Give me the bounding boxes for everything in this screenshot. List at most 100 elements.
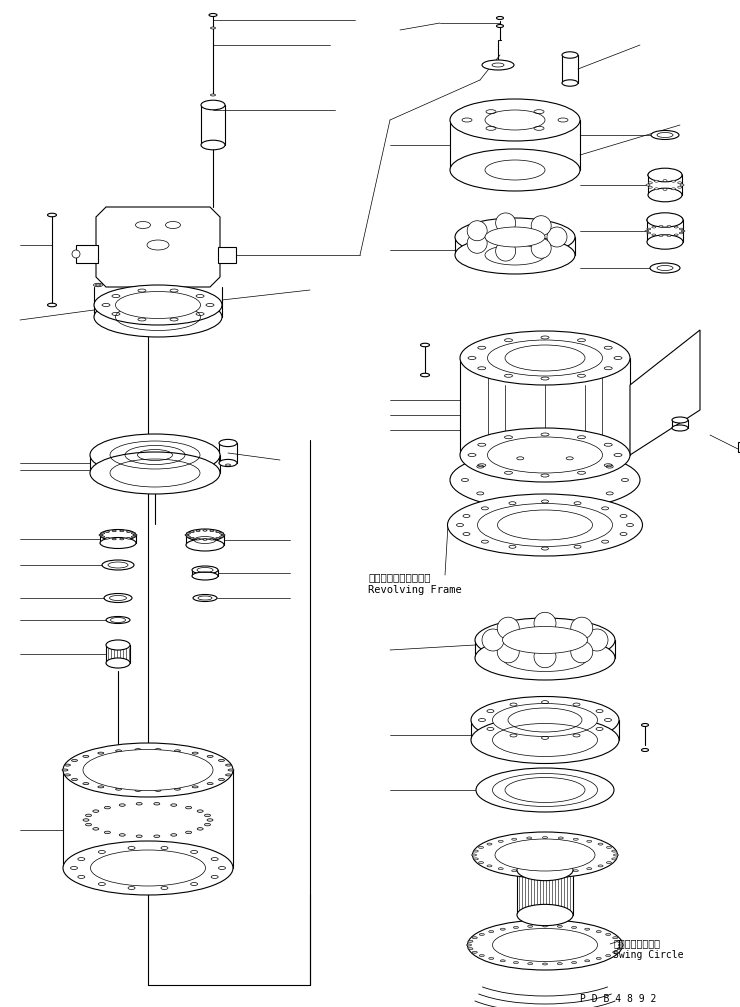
Ellipse shape	[98, 785, 104, 787]
Ellipse shape	[671, 180, 676, 182]
Ellipse shape	[196, 530, 200, 532]
Ellipse shape	[659, 226, 663, 227]
Ellipse shape	[648, 186, 652, 188]
Text: Revolving Frame: Revolving Frame	[368, 585, 462, 595]
Ellipse shape	[663, 188, 667, 190]
Ellipse shape	[562, 51, 578, 58]
Ellipse shape	[197, 810, 204, 813]
Ellipse shape	[455, 218, 575, 256]
Ellipse shape	[175, 750, 181, 752]
Ellipse shape	[642, 723, 648, 726]
Ellipse shape	[498, 868, 503, 870]
Bar	[738, 442, 740, 452]
Ellipse shape	[450, 450, 640, 510]
Ellipse shape	[488, 340, 602, 376]
Ellipse shape	[542, 871, 548, 873]
Ellipse shape	[667, 226, 671, 227]
Ellipse shape	[201, 101, 225, 110]
Ellipse shape	[204, 824, 210, 826]
Ellipse shape	[119, 804, 125, 807]
Ellipse shape	[488, 958, 494, 960]
Ellipse shape	[647, 229, 650, 230]
Ellipse shape	[204, 814, 210, 817]
Ellipse shape	[133, 535, 137, 536]
Ellipse shape	[674, 234, 679, 236]
Ellipse shape	[574, 870, 578, 872]
Ellipse shape	[528, 925, 533, 927]
Ellipse shape	[448, 494, 642, 556]
Ellipse shape	[455, 236, 575, 274]
Ellipse shape	[557, 963, 562, 965]
Ellipse shape	[100, 530, 136, 541]
Ellipse shape	[106, 640, 130, 651]
Ellipse shape	[72, 778, 78, 780]
Circle shape	[467, 234, 487, 254]
Ellipse shape	[192, 572, 218, 580]
Ellipse shape	[197, 828, 204, 830]
Ellipse shape	[528, 963, 533, 965]
Ellipse shape	[647, 214, 683, 226]
Ellipse shape	[86, 814, 92, 817]
Ellipse shape	[94, 297, 222, 337]
Ellipse shape	[471, 717, 619, 763]
Ellipse shape	[502, 626, 588, 654]
Circle shape	[467, 221, 487, 241]
Ellipse shape	[487, 843, 492, 845]
Ellipse shape	[498, 840, 503, 842]
Ellipse shape	[450, 149, 580, 191]
Ellipse shape	[517, 904, 573, 925]
Ellipse shape	[190, 531, 195, 533]
Ellipse shape	[135, 789, 141, 792]
Ellipse shape	[155, 789, 161, 792]
Circle shape	[571, 617, 593, 639]
Ellipse shape	[468, 948, 473, 950]
Ellipse shape	[186, 533, 190, 534]
Circle shape	[497, 617, 519, 639]
Ellipse shape	[473, 832, 617, 878]
Ellipse shape	[514, 962, 519, 964]
Ellipse shape	[598, 843, 603, 845]
Ellipse shape	[598, 865, 603, 867]
Ellipse shape	[474, 858, 478, 860]
Ellipse shape	[115, 788, 121, 790]
Ellipse shape	[645, 231, 649, 232]
Ellipse shape	[647, 235, 683, 249]
Ellipse shape	[651, 131, 679, 140]
Ellipse shape	[166, 222, 181, 229]
Circle shape	[571, 640, 593, 663]
Circle shape	[496, 212, 516, 233]
Ellipse shape	[210, 27, 215, 29]
Ellipse shape	[497, 16, 503, 19]
Ellipse shape	[94, 285, 222, 325]
Ellipse shape	[207, 782, 213, 784]
Ellipse shape	[596, 930, 601, 932]
Ellipse shape	[190, 538, 195, 539]
Ellipse shape	[207, 755, 213, 757]
Ellipse shape	[112, 530, 116, 532]
Ellipse shape	[613, 952, 618, 954]
Ellipse shape	[648, 168, 682, 182]
Circle shape	[531, 215, 551, 236]
Ellipse shape	[192, 566, 218, 574]
Bar	[76, 245, 98, 263]
Ellipse shape	[127, 531, 130, 533]
Ellipse shape	[672, 417, 688, 423]
Ellipse shape	[104, 831, 110, 834]
Ellipse shape	[466, 944, 471, 946]
Polygon shape	[630, 330, 700, 455]
Ellipse shape	[493, 704, 597, 736]
Ellipse shape	[587, 840, 592, 842]
Ellipse shape	[220, 533, 223, 534]
Ellipse shape	[606, 955, 610, 957]
Ellipse shape	[100, 538, 136, 549]
Ellipse shape	[47, 213, 56, 217]
Ellipse shape	[475, 636, 615, 680]
Ellipse shape	[186, 536, 190, 538]
Ellipse shape	[672, 425, 688, 431]
Circle shape	[482, 629, 504, 651]
Ellipse shape	[63, 743, 233, 797]
Ellipse shape	[101, 533, 104, 534]
Ellipse shape	[476, 768, 614, 812]
Ellipse shape	[612, 850, 616, 852]
Ellipse shape	[228, 769, 234, 771]
